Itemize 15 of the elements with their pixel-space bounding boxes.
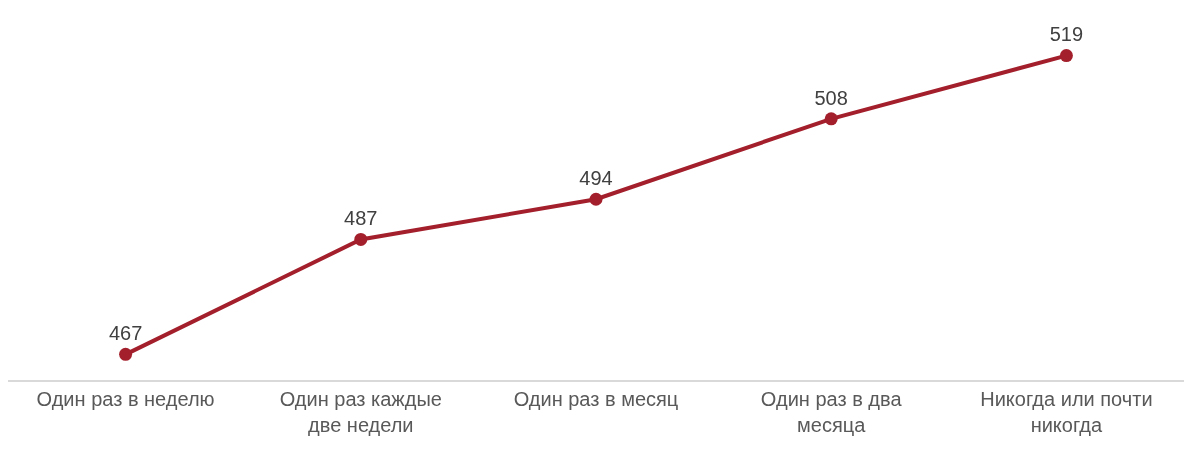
point — [354, 232, 368, 246]
data-label: 508 — [814, 86, 848, 109]
data-label: 494 — [579, 167, 613, 190]
x-tick-label: Один раз каждые две недели — [279, 388, 442, 436]
point — [119, 347, 133, 361]
x-tick-label: Один раз в месяц — [513, 388, 679, 410]
point — [589, 192, 603, 206]
x-tick-label: Никогда или почти никогда — [980, 388, 1153, 436]
x-tick-label: Один раз в неделю — [36, 388, 215, 410]
data-label: 487 — [344, 207, 378, 230]
x-tick-label: Один раз в два месяца — [760, 388, 903, 436]
data-label: 467 — [108, 322, 143, 345]
point — [1059, 49, 1073, 63]
data-label: 519 — [1049, 23, 1084, 46]
point — [824, 112, 838, 126]
